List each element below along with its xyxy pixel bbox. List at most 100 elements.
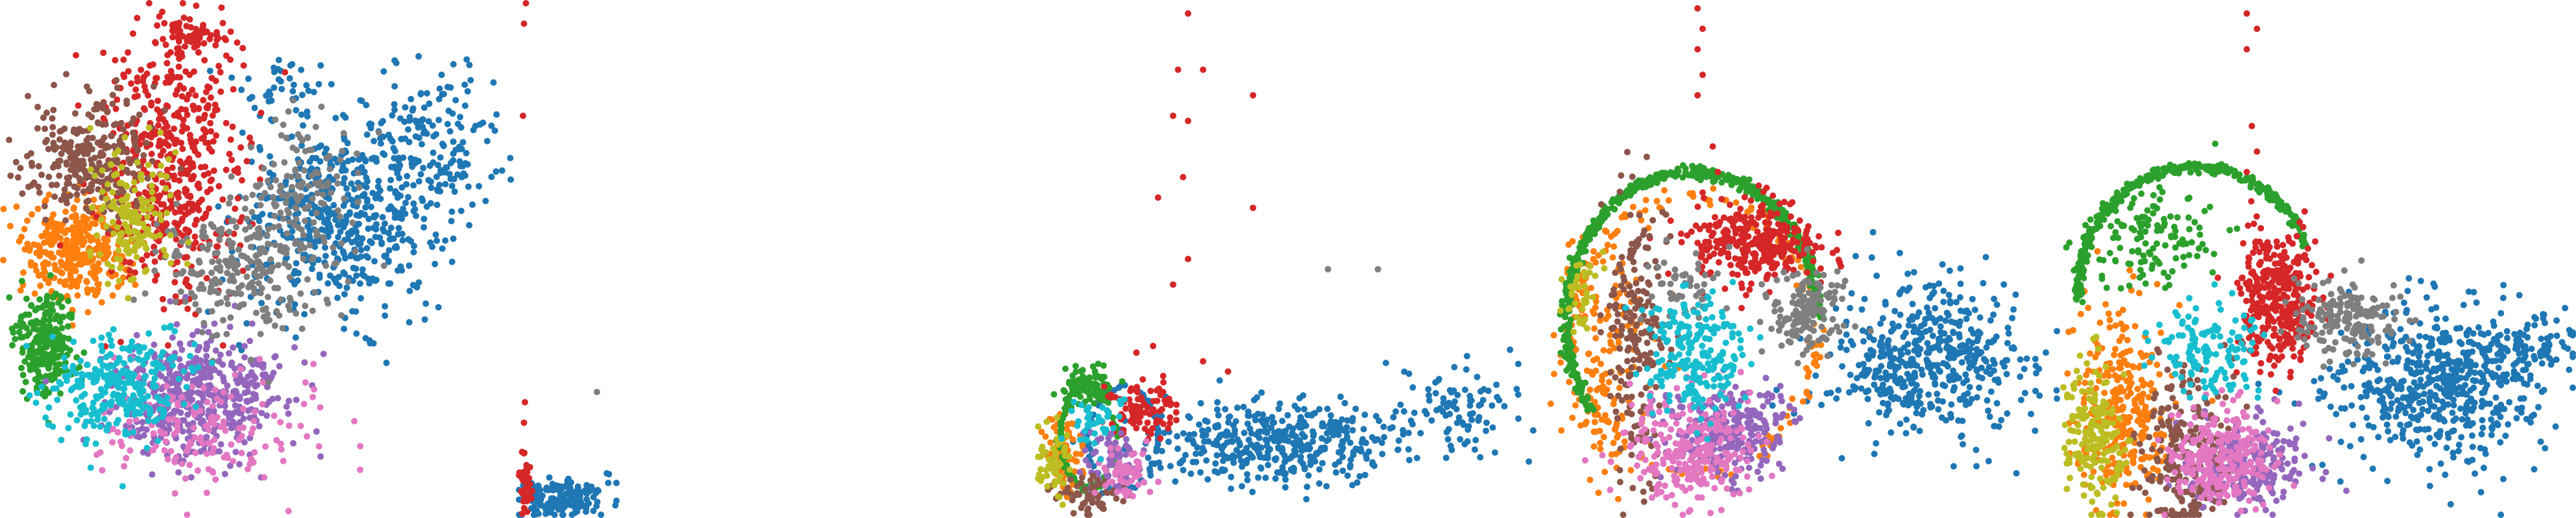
scatter-point	[149, 61, 156, 68]
scatter-point	[1127, 401, 1134, 408]
scatter-point	[483, 138, 491, 145]
scatter-point	[94, 280, 101, 288]
scatter-point	[462, 160, 469, 167]
scatter-point	[323, 145, 330, 153]
scatter-point	[122, 431, 129, 438]
scatter-point	[270, 161, 277, 168]
scatter-point	[49, 333, 56, 340]
scatter-point	[205, 328, 212, 336]
scatter-point	[212, 107, 219, 114]
scatter-point	[132, 86, 140, 93]
scatter-point	[84, 150, 91, 157]
scatter-point	[1084, 512, 1091, 518]
scatter-point	[1082, 486, 1089, 493]
scatter-point	[178, 393, 186, 401]
scatter-point	[1161, 429, 1168, 436]
scatter-point	[43, 330, 50, 338]
scatter-point	[230, 86, 237, 93]
scatter-point	[109, 92, 116, 99]
scatter-point	[133, 332, 140, 339]
scatter-point	[217, 88, 225, 95]
scatter-point	[1262, 475, 1269, 482]
scatter-point	[1324, 265, 1331, 273]
scatter-point	[12, 158, 19, 166]
scatter-point	[75, 102, 82, 109]
scatter-point	[171, 125, 178, 132]
scatter-point	[51, 82, 58, 88]
scatter-point	[120, 56, 127, 63]
scatter-point	[313, 428, 320, 435]
scatter-point	[143, 445, 151, 452]
scatter-point	[1225, 419, 1232, 426]
scatter-point	[1309, 438, 1317, 445]
scatter-point	[286, 274, 293, 281]
scatter-point	[110, 219, 117, 226]
scatter-point	[288, 184, 295, 191]
scatter-point	[35, 272, 42, 279]
scatter-point	[33, 384, 40, 391]
scatter-point	[1301, 433, 1308, 440]
scatter-point	[126, 214, 132, 221]
scatter-point	[313, 230, 321, 238]
scatter-point	[1464, 426, 1472, 433]
scatter-point	[26, 392, 33, 399]
scatter-point	[537, 486, 544, 493]
scatter-point	[93, 101, 100, 108]
scatter-point	[198, 372, 205, 378]
scatter-point	[272, 116, 279, 123]
scatter-point	[280, 458, 287, 465]
scatter-point	[62, 208, 69, 216]
scatter-point	[212, 101, 219, 108]
scatter-point	[83, 137, 90, 144]
scatter-point	[123, 423, 130, 430]
scatter-point	[1229, 438, 1236, 445]
scatter-point	[1233, 447, 1240, 454]
scatter-point	[98, 205, 105, 212]
scatter-point	[238, 432, 245, 439]
scatter-point	[437, 154, 444, 161]
scatter-point	[100, 115, 107, 122]
scatter-point	[98, 216, 105, 223]
scatter-point	[1252, 413, 1258, 420]
scatter-point	[178, 460, 186, 467]
scatter-point	[1173, 409, 1180, 416]
scatter-point	[189, 383, 196, 390]
scatter-point	[180, 417, 188, 424]
scatter-point	[1051, 391, 1058, 398]
scatter-point	[542, 486, 550, 493]
scatter-point	[17, 287, 24, 294]
scatter-point	[134, 74, 141, 81]
scatter-point	[293, 216, 300, 223]
scatter-point	[419, 141, 425, 148]
scatter-point	[1213, 452, 1221, 459]
scatter-point	[87, 253, 94, 260]
scatter-point	[87, 269, 94, 277]
scatter-point	[188, 290, 195, 297]
scatter-point	[144, 351, 151, 358]
scatter-point	[273, 177, 280, 184]
scatter-point	[70, 163, 77, 170]
scatter-point	[201, 56, 208, 64]
scatter-point	[322, 262, 330, 269]
scatter-point	[445, 107, 452, 114]
scatter-point	[203, 340, 210, 347]
scatter-point	[1082, 447, 1089, 454]
scatter-point	[228, 74, 236, 81]
scatter-point	[362, 204, 369, 211]
scatter-point	[171, 251, 178, 258]
scatter-point	[161, 19, 168, 27]
scatter-point	[49, 301, 56, 308]
scatter-point	[520, 20, 528, 27]
scatter-point	[409, 105, 417, 112]
scatter-point	[280, 121, 287, 129]
scatter-point	[271, 322, 278, 329]
scatter-point	[85, 197, 92, 204]
scatter-point	[51, 238, 58, 245]
scatter-point	[1343, 435, 1350, 442]
scatter-point	[280, 216, 287, 222]
scatter-point	[249, 320, 256, 327]
scatter-point	[1091, 400, 1098, 407]
scatter-point	[226, 200, 232, 207]
scatter-point	[154, 22, 161, 29]
scatter-point	[1354, 479, 1361, 486]
